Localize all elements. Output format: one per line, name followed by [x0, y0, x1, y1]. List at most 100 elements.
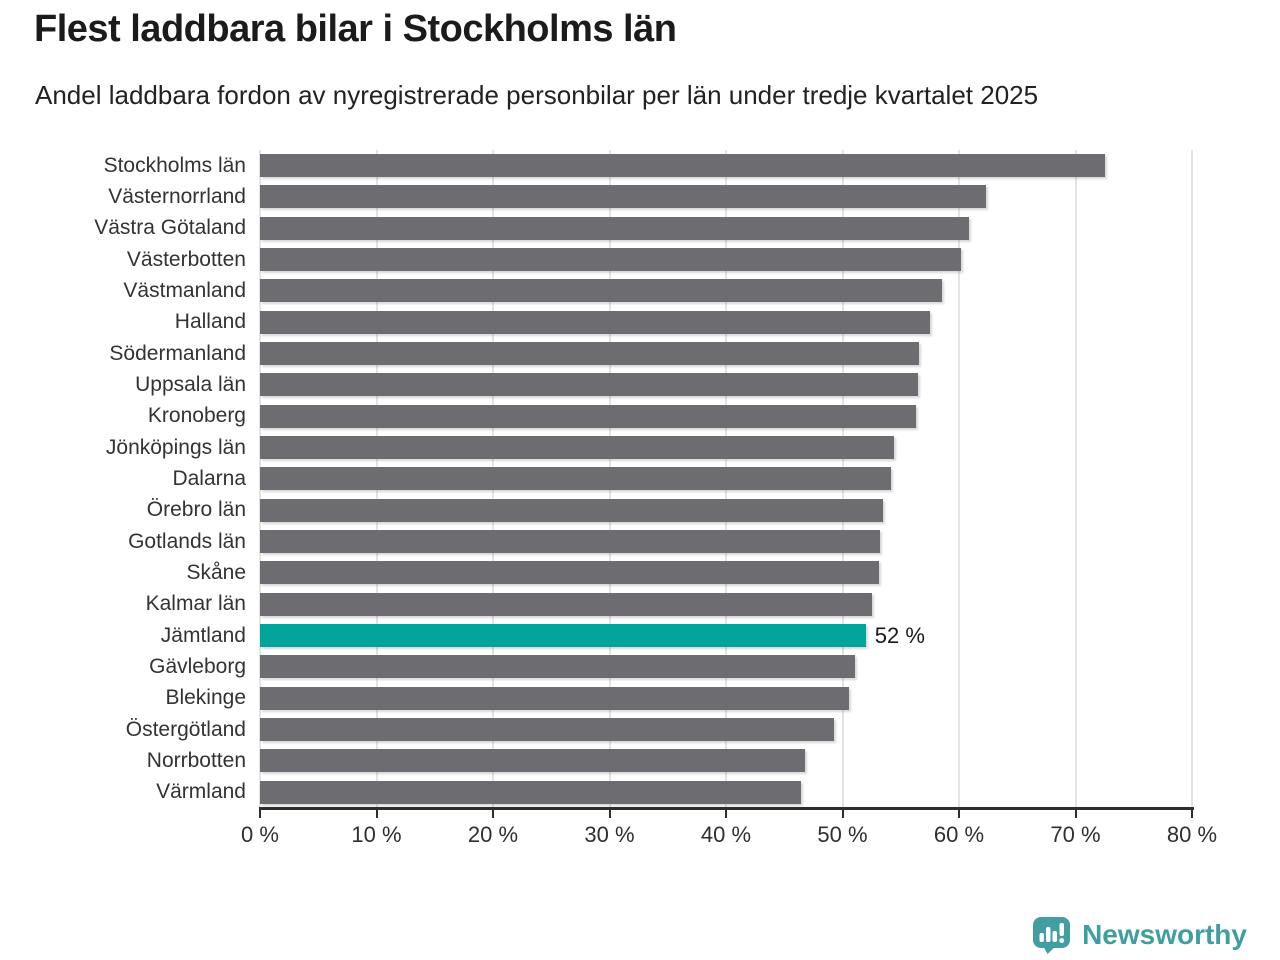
bar-row: Östergötland	[34, 714, 1254, 745]
x-axis: 0 % 10 % 20 % 30 % 40 % 50 % 60 % 70 % 80 %	[241, 810, 1217, 860]
bar-row: Skåne	[34, 557, 1254, 588]
category-label: Örebro län	[146, 498, 246, 522]
brand-logo: Newsworthy	[1032, 916, 1247, 954]
x-tick-label: 10 %	[351, 822, 402, 847]
gridline	[958, 150, 960, 808]
x-tick-mark	[492, 810, 494, 818]
category-label: Västerbotten	[126, 247, 246, 271]
bar-track	[260, 530, 1192, 554]
bar-track	[260, 686, 1192, 710]
bar-row: Västra Götaland	[34, 213, 1254, 244]
x-tick-mark	[725, 810, 727, 818]
newsworthy-logo-icon	[1033, 917, 1071, 954]
bar	[260, 436, 894, 460]
category-label: Västmanland	[123, 278, 246, 302]
category-label: Västra Götaland	[94, 216, 246, 240]
bar-row: Värmland	[34, 777, 1254, 808]
bar	[260, 216, 970, 240]
category-label: Kronoberg	[147, 404, 246, 428]
bar-row: Kronoberg	[34, 401, 1254, 432]
bar	[260, 718, 835, 742]
bar-track	[260, 749, 1192, 773]
bar	[260, 530, 880, 554]
gridline	[1074, 150, 1077, 808]
category-label: Dalarna	[172, 466, 246, 490]
category-label: Uppsala län	[135, 372, 246, 396]
bar-row: Jönköpings län	[34, 432, 1254, 463]
bar-track	[260, 279, 1192, 303]
x-tick-mark	[958, 810, 960, 818]
bar	[260, 780, 801, 804]
x-tick-mark	[375, 810, 378, 818]
bar-row: Örebro län	[34, 495, 1254, 526]
page-title: Flest laddbara bilar i Stockholms län	[34, 8, 677, 50]
bar-track	[260, 436, 1192, 460]
bar-track	[260, 718, 1192, 742]
category-label: Norrbotten	[146, 748, 246, 772]
category-label: Östergötland	[125, 717, 246, 741]
bar	[260, 185, 986, 209]
x-tick-label: 30 %	[584, 822, 635, 847]
x-tick-label: 20 %	[467, 822, 519, 847]
bar-track	[260, 310, 1192, 334]
bar-row: Blekinge	[34, 683, 1254, 714]
x-tick-label: 50 %	[817, 822, 868, 847]
bar	[260, 749, 806, 773]
highlight-bar	[260, 624, 866, 648]
bar-track	[260, 780, 1192, 804]
bar-track	[260, 655, 1192, 679]
bar-row: Västerbotten	[34, 244, 1254, 275]
x-tick-mark	[1074, 810, 1077, 818]
bar-track	[260, 216, 1192, 240]
bar-row: Uppsala län	[34, 369, 1254, 400]
x-tick-label: 0 %	[241, 822, 279, 847]
brand-name: Newsworthy	[1082, 919, 1247, 950]
x-tick-mark	[1191, 810, 1193, 818]
bar-row: Kalmar län	[34, 589, 1254, 620]
bar-rows: Stockholms län Västernorrland Västra Götal…	[34, 150, 1254, 808]
bar-track	[260, 498, 1192, 522]
bar	[260, 467, 892, 491]
category-label: Skåne	[186, 560, 246, 584]
x-tick-mark	[259, 810, 261, 818]
category-label: Blekinge	[165, 686, 246, 710]
category-label: Södermanland	[109, 341, 246, 365]
x-tick-label: 80 %	[1166, 822, 1218, 847]
category-label: Jämtland	[160, 623, 246, 647]
bar-row: Stockholms län	[34, 150, 1254, 181]
bar-row: Norrbotten	[34, 745, 1254, 776]
category-label: Jönköpings län	[105, 435, 246, 459]
category-label: Halland	[174, 310, 246, 334]
bar	[260, 404, 916, 428]
bar-track	[260, 561, 1192, 585]
bar	[260, 342, 920, 366]
bar	[260, 498, 884, 522]
bar-track	[260, 154, 1192, 178]
category-label: Gotlands län	[128, 529, 246, 553]
x-tick-mark	[608, 810, 611, 818]
chart-subtitle: Andel laddbara fordon av nyregistrerade …	[35, 80, 1039, 110]
bar-track: 52 %	[260, 623, 1192, 648]
x-tick-label: 40 %	[700, 822, 752, 847]
x-tick-label: 70 %	[1050, 822, 1101, 847]
bar-track	[260, 592, 1192, 616]
bar	[260, 154, 1105, 178]
bar	[260, 310, 930, 334]
bar-row: Jämtland 52 %	[34, 620, 1254, 651]
category-label: Västernorrland	[108, 184, 246, 208]
bar-row: Dalarna	[34, 463, 1254, 494]
x-axis-line	[259, 807, 1194, 810]
bar-track	[260, 248, 1192, 272]
bar-row: Halland	[34, 307, 1254, 338]
bar-row: Västernorrland	[34, 181, 1254, 212]
bar-track	[260, 467, 1192, 491]
bar	[260, 655, 856, 679]
x-tick-mark	[841, 810, 844, 818]
bar-track	[260, 404, 1192, 428]
bar	[260, 279, 942, 303]
category-label: Gävleborg	[149, 654, 246, 678]
category-label: Stockholms län	[103, 153, 246, 177]
bar-row: Gävleborg	[34, 651, 1254, 682]
bar-track	[260, 373, 1192, 397]
x-tick-label: 60 %	[933, 822, 985, 847]
